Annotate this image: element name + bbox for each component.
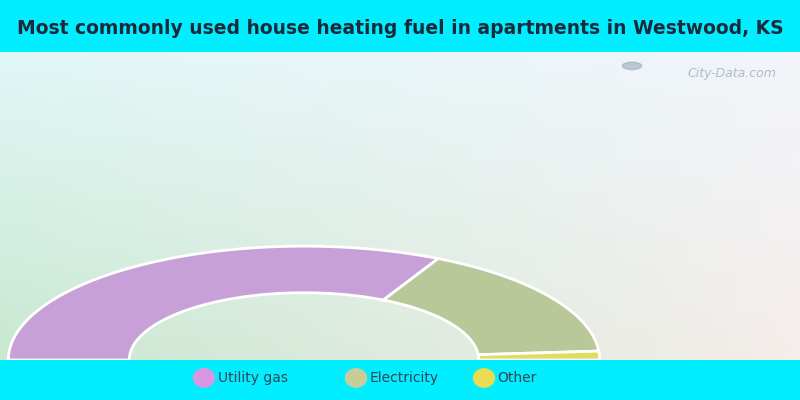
Text: City-Data.com: City-Data.com [687,68,776,80]
Polygon shape [478,351,600,360]
Text: Other: Other [498,371,537,385]
Polygon shape [383,258,598,355]
Polygon shape [8,246,438,360]
Text: Electricity: Electricity [370,371,438,385]
Ellipse shape [193,368,215,388]
Text: Most commonly used house heating fuel in apartments in Westwood, KS: Most commonly used house heating fuel in… [17,19,783,38]
Ellipse shape [473,368,495,388]
Circle shape [622,62,642,70]
Ellipse shape [345,368,367,388]
Text: Utility gas: Utility gas [218,371,288,385]
